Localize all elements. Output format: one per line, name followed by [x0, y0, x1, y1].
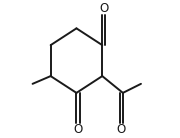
Text: O: O	[73, 123, 83, 136]
Text: O: O	[99, 2, 109, 15]
Text: O: O	[117, 123, 126, 136]
